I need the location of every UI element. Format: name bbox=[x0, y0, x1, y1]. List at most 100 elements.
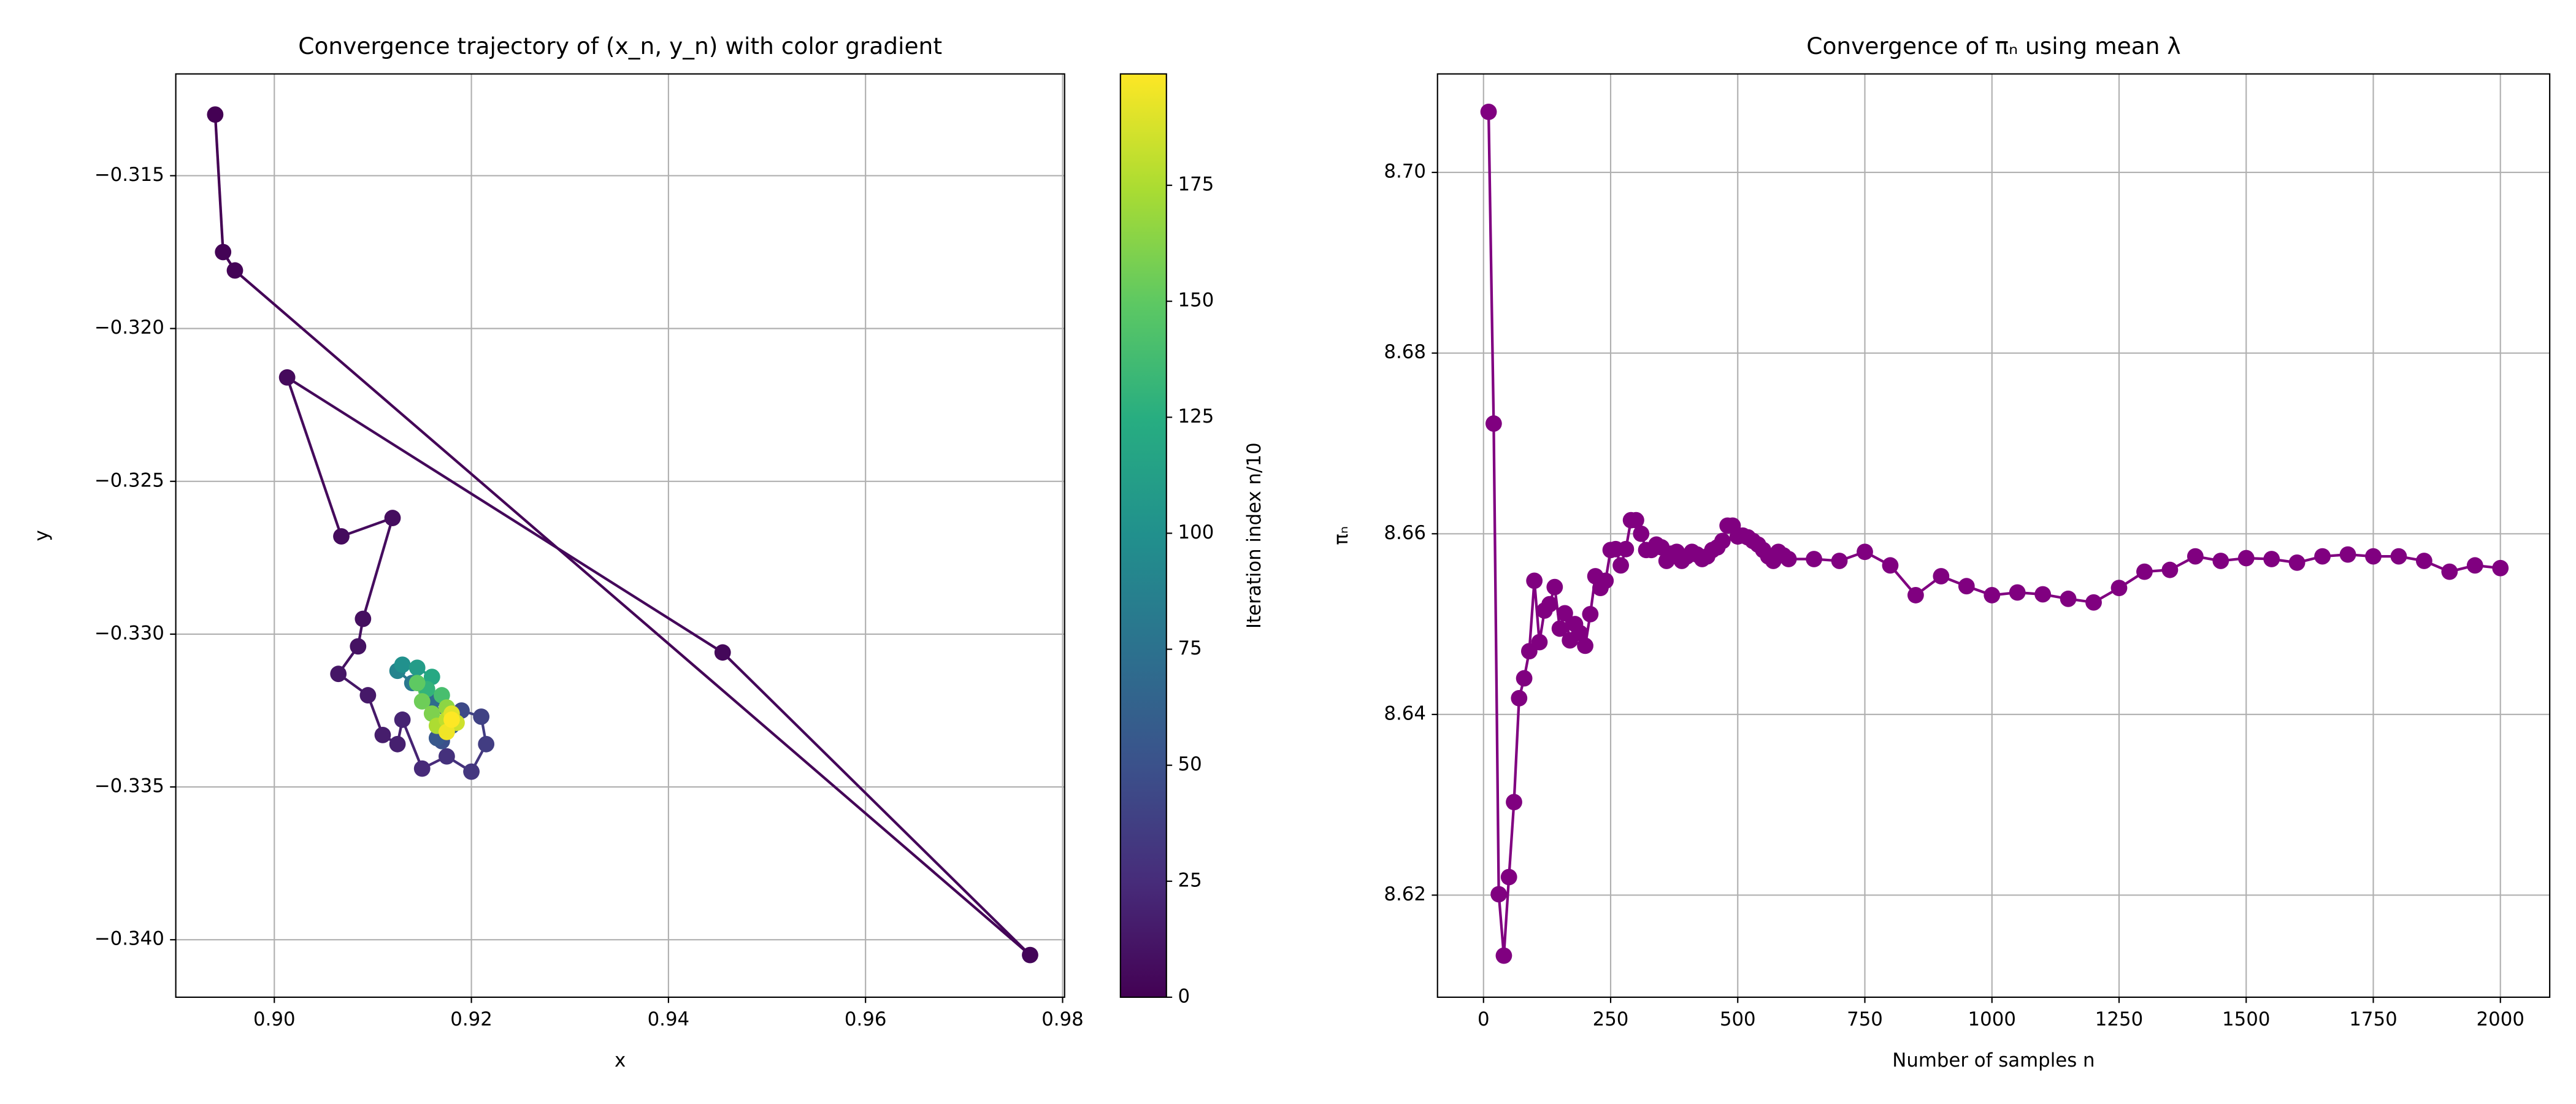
y-axis-label: y bbox=[31, 530, 53, 541]
x-tick-label: 0.98 bbox=[1041, 1008, 1084, 1030]
colorbar-tick-label: 0 bbox=[1178, 985, 1190, 1007]
point bbox=[1958, 578, 1975, 595]
point bbox=[2365, 548, 2382, 565]
x-tick-label: 1250 bbox=[2095, 1008, 2143, 1030]
point bbox=[2263, 551, 2280, 567]
trajectory-segment bbox=[340, 516, 393, 538]
point bbox=[1495, 947, 1512, 964]
point bbox=[359, 687, 377, 703]
point bbox=[2085, 594, 2102, 611]
trajectory-segment bbox=[401, 719, 424, 769]
point bbox=[1984, 587, 2001, 604]
point bbox=[408, 675, 426, 692]
point bbox=[215, 243, 232, 261]
point bbox=[384, 510, 401, 526]
point bbox=[1617, 540, 1635, 558]
point bbox=[439, 748, 455, 765]
point bbox=[2415, 553, 2432, 569]
x-tick-label: 0.92 bbox=[450, 1008, 493, 1030]
x-tick-label: 250 bbox=[1593, 1008, 1629, 1030]
point bbox=[1557, 605, 1573, 622]
point bbox=[1933, 568, 1950, 585]
y-tick-label: 8.64 bbox=[1384, 702, 1426, 724]
colorbar-tick-label: 125 bbox=[1178, 405, 1214, 427]
point bbox=[355, 610, 372, 627]
y-tick-label: 8.70 bbox=[1384, 161, 1426, 183]
point bbox=[1714, 532, 1731, 550]
point bbox=[478, 735, 495, 753]
x-tick-label: 0 bbox=[1478, 1008, 1490, 1030]
point bbox=[1490, 886, 1508, 903]
point bbox=[1531, 634, 1548, 651]
point bbox=[394, 656, 411, 673]
point bbox=[1526, 572, 1543, 589]
point bbox=[207, 106, 224, 123]
y-tick-label: −0.320 bbox=[94, 316, 164, 339]
point bbox=[1500, 868, 1517, 886]
axes-frame bbox=[1436, 73, 2551, 998]
point bbox=[1907, 587, 1924, 604]
x-axis-label: Number of samples n bbox=[1892, 1049, 2095, 1071]
y-tick-label: −0.325 bbox=[94, 469, 164, 491]
point bbox=[443, 711, 460, 728]
point bbox=[389, 735, 406, 753]
colorbar-tick-label: 50 bbox=[1178, 753, 1202, 775]
trajectory-segment bbox=[213, 114, 224, 253]
point bbox=[2288, 554, 2306, 571]
point bbox=[1511, 689, 1528, 707]
y-tick-label: 8.66 bbox=[1384, 522, 1426, 544]
point bbox=[350, 638, 367, 655]
point bbox=[2136, 563, 2153, 580]
point bbox=[1571, 624, 1589, 642]
x-tick-label: 500 bbox=[1720, 1008, 1756, 1030]
point bbox=[1022, 946, 1038, 964]
point bbox=[1612, 557, 1629, 574]
point bbox=[1882, 557, 1899, 574]
point bbox=[1806, 551, 1823, 567]
x-tick-label: 1500 bbox=[2222, 1008, 2270, 1030]
point bbox=[2390, 548, 2407, 565]
x-tick-label: 2000 bbox=[2477, 1008, 2524, 1030]
point bbox=[1597, 572, 1614, 589]
x-tick-label: 1750 bbox=[2349, 1008, 2397, 1030]
point bbox=[330, 665, 347, 683]
point bbox=[2314, 548, 2331, 565]
point bbox=[2339, 546, 2356, 563]
y-tick-label: −0.340 bbox=[94, 928, 164, 950]
point bbox=[2110, 580, 2128, 597]
trajectory-segment bbox=[286, 377, 343, 537]
point bbox=[2492, 559, 2509, 577]
y-tick-label: 8.68 bbox=[1384, 341, 1426, 363]
chart-title: Convergence trajectory of (x_n, y_n) wit… bbox=[298, 33, 942, 59]
colorbar-label: Iteration index n/10 bbox=[1243, 442, 1265, 629]
point bbox=[473, 708, 490, 725]
point bbox=[2237, 550, 2255, 567]
point bbox=[413, 760, 431, 777]
colorbar-tick-label: 100 bbox=[1178, 521, 1214, 543]
point bbox=[1577, 637, 1593, 654]
point bbox=[1485, 415, 1502, 432]
y-tick-label: −0.335 bbox=[94, 775, 164, 797]
point bbox=[1633, 525, 1650, 542]
point bbox=[2441, 563, 2458, 580]
point bbox=[413, 693, 431, 710]
point bbox=[226, 262, 243, 279]
point bbox=[1516, 670, 1533, 687]
point bbox=[2034, 586, 2052, 603]
point bbox=[1831, 553, 1848, 569]
x-axis-label: x bbox=[615, 1049, 626, 1071]
point bbox=[1480, 104, 1497, 120]
point bbox=[278, 369, 296, 386]
colorbar-tick-label: 175 bbox=[1178, 174, 1214, 196]
point bbox=[1546, 578, 1563, 596]
trajectory-segment bbox=[234, 269, 1031, 956]
point bbox=[374, 726, 391, 743]
x-tick-label: 1000 bbox=[1968, 1008, 2016, 1030]
point bbox=[333, 528, 350, 545]
point bbox=[1857, 543, 1873, 561]
point bbox=[1551, 620, 1568, 637]
colorbar-tick-label: 25 bbox=[1178, 869, 1202, 891]
